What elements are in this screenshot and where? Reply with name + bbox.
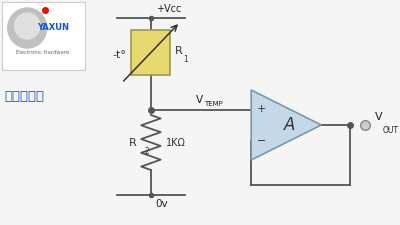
Bar	[132, 30, 170, 75]
Text: +: +	[257, 104, 266, 114]
Polygon shape	[251, 90, 321, 160]
Text: −: −	[257, 136, 266, 146]
Text: A: A	[284, 116, 296, 134]
Text: 0v: 0v	[156, 199, 168, 209]
Text: Electronic Hardware: Electronic Hardware	[16, 50, 69, 54]
Circle shape	[15, 13, 40, 39]
Text: 1KΩ: 1KΩ	[166, 137, 185, 148]
Text: 1: 1	[183, 54, 188, 63]
Text: R: R	[175, 45, 183, 56]
Text: 负温度系数: 负温度系数	[4, 90, 44, 103]
Text: R: R	[128, 137, 136, 148]
Text: +Vcc: +Vcc	[156, 4, 181, 14]
Text: -t°: -t°	[113, 50, 126, 59]
Text: YAXUN: YAXUN	[38, 23, 70, 32]
Text: V: V	[196, 95, 203, 105]
Text: 2: 2	[144, 146, 149, 155]
FancyBboxPatch shape	[2, 2, 85, 70]
Text: V: V	[375, 112, 382, 122]
Text: TEMP: TEMP	[204, 101, 222, 107]
Circle shape	[8, 8, 47, 48]
Text: OUT: OUT	[383, 126, 399, 135]
